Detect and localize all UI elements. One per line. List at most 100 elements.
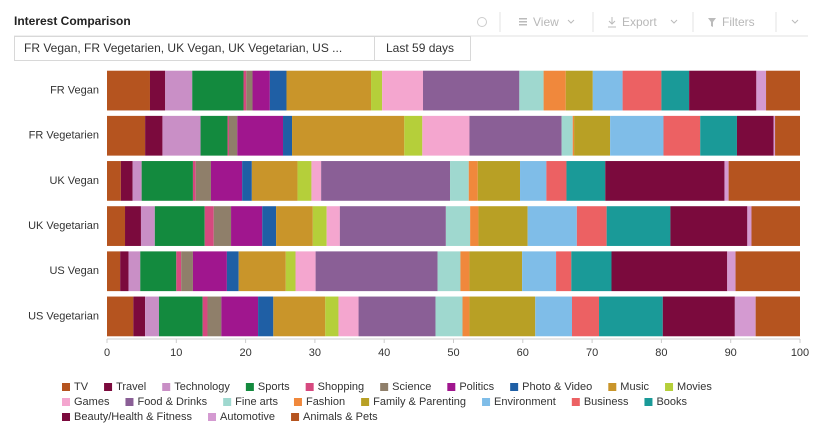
bar-segment xyxy=(468,161,478,201)
legend-label: Fine arts xyxy=(235,396,278,408)
bar-segment xyxy=(231,206,263,246)
x-tick-label: 30 xyxy=(309,347,321,359)
legend-label: Automotive xyxy=(220,411,275,423)
bar-segment xyxy=(192,161,196,201)
filter-icon xyxy=(708,18,716,27)
chart-title: Interest Comparison xyxy=(14,14,131,28)
legend-label: Sports xyxy=(258,381,290,393)
legend-swatch xyxy=(62,383,70,391)
bar-segment xyxy=(437,251,461,292)
legend-swatch xyxy=(208,413,217,421)
view-button[interactable]: View xyxy=(519,15,575,29)
legend-label: Family & Parenting xyxy=(373,396,466,408)
x-tick-label: 80 xyxy=(655,347,667,359)
legend-swatch xyxy=(361,398,370,406)
bar-segment xyxy=(520,161,547,201)
bar-segment xyxy=(326,206,340,246)
info-icon[interactable] xyxy=(477,17,487,27)
bar-segment xyxy=(543,70,566,111)
y-tick-label: UK Vegetarian xyxy=(28,220,99,232)
bar-segment xyxy=(605,161,725,201)
legend-swatch xyxy=(62,413,70,421)
legend-label: Food & Drinks xyxy=(137,396,207,408)
bar-segment xyxy=(460,251,470,292)
bar-segment xyxy=(226,251,239,292)
bar-segment xyxy=(599,296,663,337)
bar-segment xyxy=(228,115,238,156)
bar-segment xyxy=(295,251,316,292)
bar-segment xyxy=(561,115,573,156)
bar-segment xyxy=(246,70,253,111)
bar-segment xyxy=(107,251,121,292)
bar-segment xyxy=(273,296,326,337)
bar-segment xyxy=(611,251,728,292)
x-tick-label: 40 xyxy=(378,347,390,359)
export-button[interactable]: Export xyxy=(608,15,678,29)
bar-segment xyxy=(736,115,774,156)
y-tick-label: US Vegetarian xyxy=(28,310,99,322)
bar-segment xyxy=(566,161,606,201)
bar-segment xyxy=(176,251,182,292)
bar-segment xyxy=(469,115,562,156)
bar-segment xyxy=(133,296,146,337)
bar-segment xyxy=(606,206,671,246)
x-tick-label: 100 xyxy=(791,347,809,359)
bar-segment xyxy=(339,206,446,246)
legend-label: Environment xyxy=(494,396,556,408)
bar-segment xyxy=(200,115,228,156)
bar-segment xyxy=(546,161,567,201)
bar-segment xyxy=(724,161,729,201)
legend-swatch xyxy=(482,398,491,406)
caret xyxy=(567,19,575,24)
bar-segment xyxy=(140,251,177,292)
tab-label: Last 59 days xyxy=(386,41,454,55)
legend-swatch xyxy=(291,413,300,421)
bar-segment xyxy=(519,70,544,111)
bar-segment xyxy=(210,161,243,201)
bar-segment xyxy=(107,115,146,156)
bar-segment xyxy=(238,251,286,292)
bar-segment xyxy=(469,296,536,337)
x-tick-label: 10 xyxy=(170,347,182,359)
legend-label: Photo & Video xyxy=(522,381,592,393)
bar-segment xyxy=(462,296,470,337)
menu-caret[interactable] xyxy=(791,19,799,24)
bar-segment xyxy=(470,206,479,246)
caret xyxy=(670,19,678,24)
bar-segment xyxy=(251,161,298,201)
legend-swatch xyxy=(162,383,171,391)
bar-segment xyxy=(751,206,800,246)
bar-segment xyxy=(775,115,800,156)
bar-segment xyxy=(195,161,211,201)
bar-segment xyxy=(610,115,664,156)
bar-segment xyxy=(728,161,800,201)
bar-segment xyxy=(227,115,229,156)
bar-segment xyxy=(128,251,141,292)
bar-segment xyxy=(311,161,322,201)
bar-segment xyxy=(574,115,611,156)
bar-segment xyxy=(382,70,424,111)
bar-segment xyxy=(572,115,575,156)
y-tick-label: FR Vegan xyxy=(50,84,99,96)
bar-segment xyxy=(755,296,800,337)
bar-segment xyxy=(312,206,327,246)
legend-label: Fashion xyxy=(306,396,345,408)
tab[interactable] xyxy=(374,36,471,61)
legend-label: Games xyxy=(74,396,110,408)
bar-segment xyxy=(358,296,436,337)
y-tick-label: US Vegan xyxy=(49,265,99,277)
bar-segment xyxy=(243,70,247,111)
bar-segment xyxy=(120,161,133,201)
bar-segment xyxy=(204,206,214,246)
legend-swatch xyxy=(245,383,254,391)
view-label: View xyxy=(533,15,559,29)
filters-button[interactable]: Filters xyxy=(708,15,755,29)
bar-segment xyxy=(338,296,359,337)
bar-segment xyxy=(661,70,690,111)
tab[interactable] xyxy=(14,36,375,61)
x-tick-label: 70 xyxy=(586,347,598,359)
x-tick-label: 90 xyxy=(725,347,737,359)
bar-segment xyxy=(283,115,293,156)
bar-segment xyxy=(258,296,274,337)
bar-segment xyxy=(756,70,767,111)
